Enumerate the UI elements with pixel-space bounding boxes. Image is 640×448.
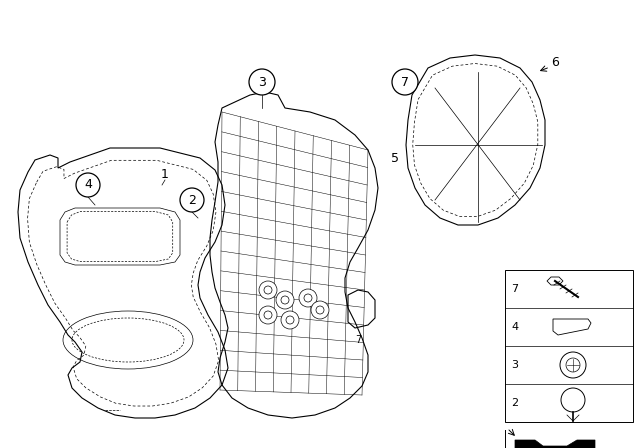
- Polygon shape: [515, 440, 595, 448]
- Circle shape: [259, 306, 277, 324]
- Text: 7: 7: [511, 284, 518, 294]
- Circle shape: [392, 69, 418, 95]
- Circle shape: [76, 173, 100, 197]
- Text: 2: 2: [188, 194, 196, 207]
- Circle shape: [180, 188, 204, 212]
- Circle shape: [299, 289, 317, 307]
- Circle shape: [311, 301, 329, 319]
- Text: 3: 3: [258, 76, 266, 89]
- Circle shape: [276, 291, 294, 309]
- Circle shape: [281, 311, 299, 329]
- Text: 3: 3: [511, 360, 518, 370]
- Text: 5: 5: [391, 151, 399, 164]
- Text: 4: 4: [511, 322, 518, 332]
- Circle shape: [249, 69, 275, 95]
- Text: 1: 1: [161, 168, 169, 181]
- Bar: [505, 270, 633, 422]
- Text: 7: 7: [355, 335, 361, 345]
- Text: 6: 6: [551, 56, 559, 69]
- Text: 4: 4: [84, 178, 92, 191]
- Text: 7: 7: [401, 76, 409, 89]
- Circle shape: [259, 281, 277, 299]
- Text: 2: 2: [511, 398, 518, 408]
